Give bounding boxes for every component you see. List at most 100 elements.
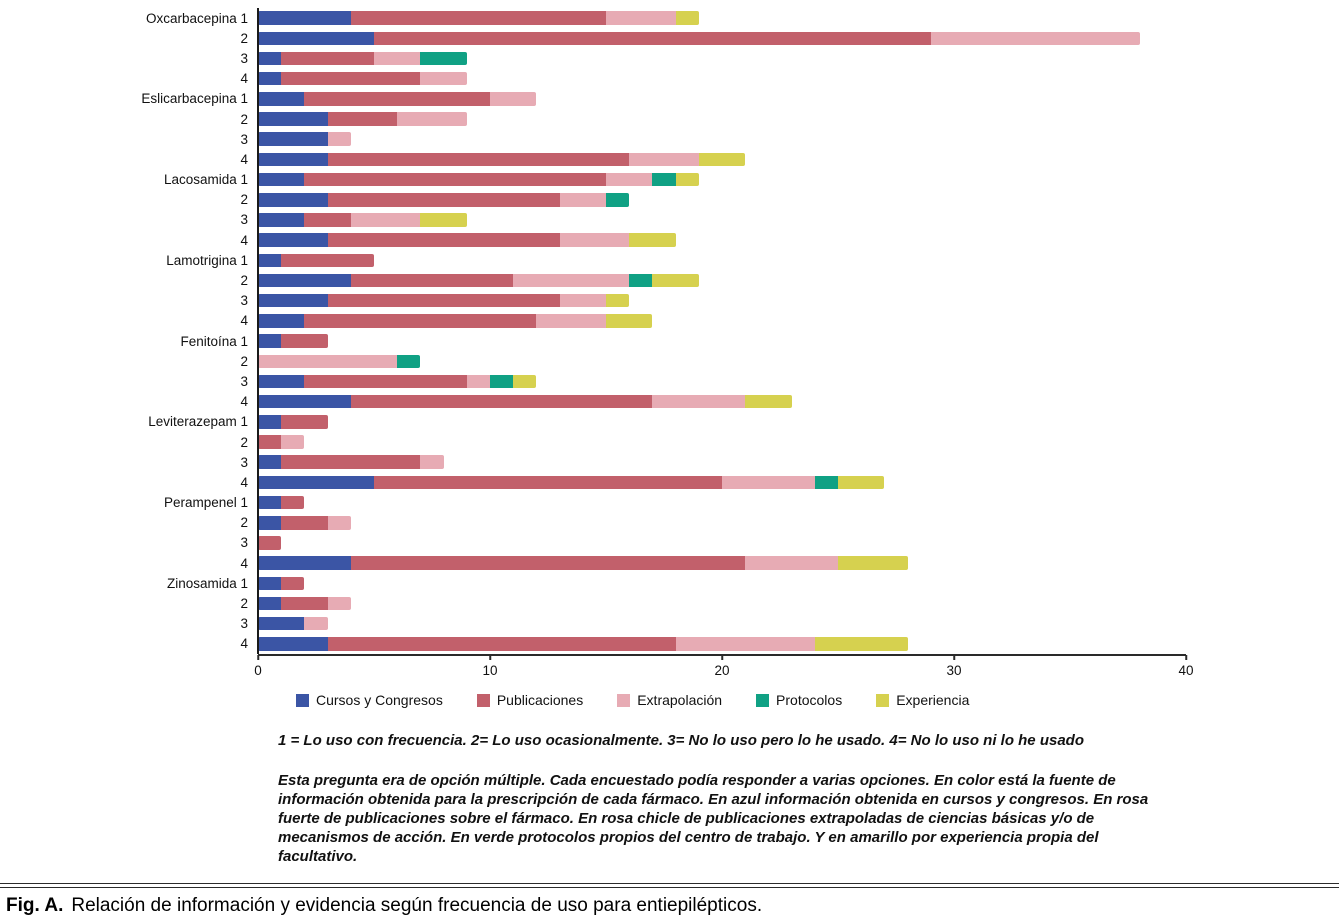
bar-row: Leviterazepam 1	[0, 412, 1339, 432]
x-axis-tick	[1185, 655, 1187, 660]
bar-track	[258, 516, 351, 530]
bar-track	[258, 374, 537, 389]
bar-segment-experiencia	[745, 394, 792, 409]
bar-segment-protocolos	[420, 51, 467, 66]
bar-row: Zinosamida 1	[0, 573, 1339, 593]
row-label: 2	[240, 273, 248, 289]
bar-track	[258, 435, 305, 449]
bar-segment-experiencia	[629, 233, 676, 247]
row-label: 2	[240, 596, 248, 612]
bar-segment-extrapolacion	[258, 354, 398, 369]
bar-row: 2	[0, 351, 1339, 371]
row-label: 2	[240, 515, 248, 531]
bar-segment-cursos-y-congresos	[258, 213, 305, 227]
bar-row: 3	[0, 533, 1339, 553]
stacked-bar-chart: Oxcarbacepina 1 2 3 4 Eslicarbacepina 1 2 3 4 La…	[0, 8, 1339, 708]
bar-segment-experiencia	[605, 293, 630, 308]
bar-segment-publicaciones	[327, 637, 676, 651]
bar-segment-extrapolacion	[536, 314, 606, 328]
x-axis-tick	[489, 655, 491, 660]
legend-label: Experiencia	[896, 692, 970, 708]
bar-segment-extrapolacion	[559, 233, 630, 247]
bar-track	[258, 616, 328, 631]
bar-segment-extrapolacion	[327, 516, 351, 530]
bar-track	[258, 92, 537, 106]
bar-row: 3	[0, 129, 1339, 149]
bar-track	[258, 253, 374, 268]
x-axis-tick	[721, 655, 723, 660]
bar-segment-publicaciones	[327, 233, 560, 247]
bar-track	[258, 354, 421, 369]
bar-segment-cursos-y-congresos	[258, 455, 282, 469]
bar-segment-cursos-y-congresos	[258, 495, 282, 510]
bar-segment-experiencia	[814, 637, 908, 651]
bar-segment-publicaciones	[258, 536, 282, 550]
bar-segment-publicaciones	[258, 435, 282, 449]
row-label: 3	[240, 131, 248, 147]
bar-segment-extrapolacion	[513, 273, 630, 288]
bar-segment-cursos-y-congresos	[258, 576, 282, 591]
bar-segment-extrapolacion	[745, 556, 838, 570]
bar-segment-experiencia	[837, 556, 908, 570]
bar-row: 2	[0, 513, 1339, 533]
description-paragraph: Esta pregunta era de opción múltiple. Ca…	[278, 772, 1149, 866]
bar-row: 3	[0, 452, 1339, 472]
legend-item-experiencia: Experiencia	[876, 692, 969, 708]
bar-row: 3	[0, 371, 1339, 391]
row-label: 4	[240, 232, 248, 248]
plot-rows: Oxcarbacepina 1 2 3 4 Eslicarbacepina 1 2 3 4 La…	[0, 8, 1339, 654]
legend-label: Publicaciones	[496, 692, 584, 708]
row-label: 4	[240, 151, 248, 167]
bar-row: Oxcarbacepina 1	[0, 8, 1339, 28]
row-label: 2	[240, 353, 248, 369]
bar-segment-cursos-y-congresos	[258, 31, 374, 46]
bar-row: 4	[0, 472, 1339, 492]
bar-segment-publicaciones	[281, 455, 421, 469]
bar-segment-publicaciones	[350, 394, 653, 409]
legend-item-extrapolacion: Extrapolación	[617, 692, 722, 708]
bar-track	[258, 31, 1140, 46]
bar-row: 3	[0, 210, 1339, 230]
row-label: 2	[240, 30, 248, 46]
figure-label: Fig. A.	[6, 895, 64, 917]
bar-segment-cursos-y-congresos	[258, 132, 328, 146]
bar-segment-publicaciones	[304, 172, 606, 187]
legend-item-protocolos: Protocolos	[756, 692, 842, 708]
bar-segment-protocolos	[652, 172, 676, 187]
legend-item-cursos-y-congresos: Cursos y Congresos	[296, 692, 443, 708]
row-label: 3	[240, 50, 248, 66]
bar-track	[258, 213, 467, 227]
bar-segment-cursos-y-congresos	[258, 596, 282, 611]
bar-segment-experiencia	[420, 213, 467, 227]
bar-segment-publicaciones	[281, 596, 328, 611]
bar-segment-publicaciones	[281, 253, 374, 268]
bar-segment-cursos-y-congresos	[258, 193, 328, 207]
bar-segment-publicaciones	[304, 92, 490, 106]
bar-track	[258, 132, 351, 146]
x-axis-tick-label: 30	[946, 663, 962, 678]
bar-segment-extrapolacion	[629, 152, 699, 167]
bar-segment-publicaciones	[350, 273, 514, 288]
bar-segment-extrapolacion	[327, 132, 351, 146]
bar-segment-extrapolacion	[559, 293, 606, 308]
bar-track	[258, 334, 328, 348]
bar-segment-cursos-y-congresos	[258, 475, 374, 490]
bar-row: Lacosamida 1	[0, 170, 1339, 190]
bar-segment-extrapolacion	[281, 435, 305, 449]
bar-segment-publicaciones	[304, 374, 467, 389]
bar-track	[258, 152, 746, 167]
x-axis: 0 10 20 30 40	[0, 654, 1339, 682]
bar-track	[258, 172, 699, 187]
row-label: 4	[240, 313, 248, 329]
bar-row: 2	[0, 109, 1339, 129]
bar-segment-cursos-y-congresos	[258, 92, 305, 106]
x-axis-tick-label: 40	[1178, 663, 1194, 678]
bar-segment-protocolos	[814, 475, 838, 490]
row-label: Eslicarbacepina 1	[141, 91, 248, 107]
bar-segment-experiencia	[837, 475, 885, 490]
legend: Cursos y Congresos Publicaciones Extrapola…	[296, 692, 1339, 708]
legend-label: Extrapolación	[637, 692, 723, 708]
bar-segment-protocolos	[605, 193, 630, 207]
x-axis-tick-label: 10	[482, 663, 498, 678]
bar-row: 4	[0, 311, 1339, 331]
